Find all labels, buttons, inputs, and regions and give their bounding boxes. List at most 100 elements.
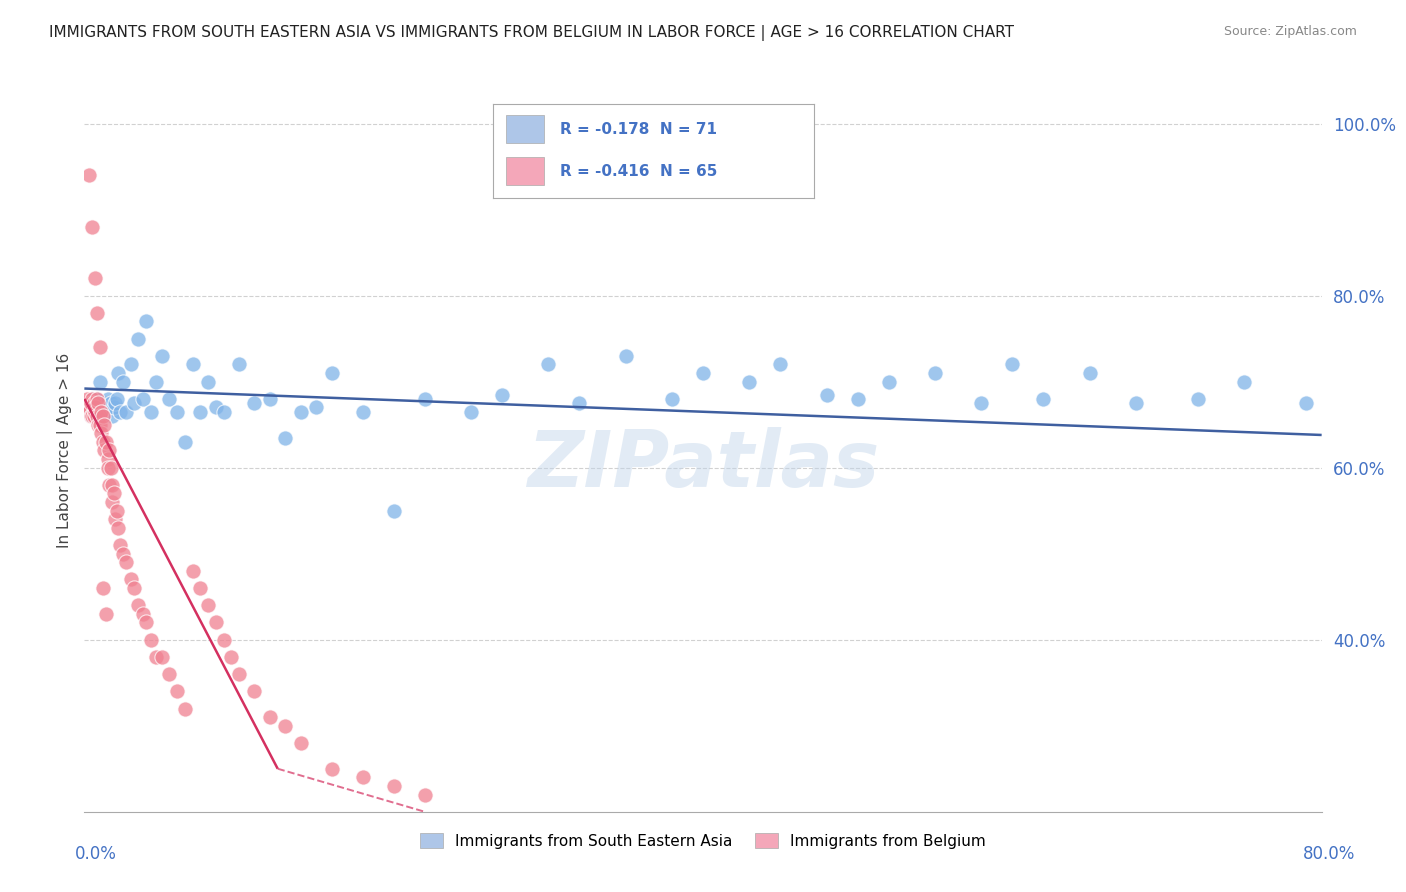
Point <box>82 219 104 234</box>
Point <box>93 396 115 410</box>
Point <box>101 495 124 509</box>
Point <box>274 719 297 733</box>
Point <box>96 392 118 406</box>
Point <box>108 405 131 419</box>
Point <box>89 417 111 432</box>
Point <box>188 405 211 419</box>
Point <box>924 366 946 380</box>
Point <box>91 401 114 415</box>
Point <box>228 358 250 372</box>
Point <box>413 788 436 802</box>
Point <box>96 452 118 467</box>
Point <box>93 417 115 432</box>
Point <box>98 401 121 415</box>
Point <box>86 392 108 406</box>
Point <box>112 375 135 389</box>
Point <box>79 409 101 423</box>
Point <box>79 409 101 423</box>
Point <box>1125 396 1147 410</box>
Point <box>89 375 111 389</box>
Point <box>352 770 374 784</box>
Point <box>166 684 188 698</box>
Point <box>94 405 117 419</box>
Point <box>188 581 211 595</box>
Point <box>91 581 114 595</box>
Point <box>104 396 127 410</box>
Point <box>460 405 482 419</box>
Point <box>108 538 131 552</box>
Point <box>145 375 167 389</box>
Point <box>115 555 138 569</box>
Point <box>382 779 405 793</box>
Point <box>91 409 114 423</box>
Point <box>197 375 219 389</box>
Point <box>82 409 104 423</box>
Point <box>127 332 149 346</box>
Point <box>181 564 204 578</box>
Point <box>491 387 513 401</box>
Point <box>219 649 242 664</box>
Point <box>243 396 266 410</box>
Point <box>84 405 107 419</box>
Point <box>228 667 250 681</box>
Point <box>83 405 105 419</box>
Point <box>413 392 436 406</box>
Point <box>1233 375 1256 389</box>
Point <box>321 762 343 776</box>
Point <box>77 405 100 419</box>
Point <box>77 401 100 415</box>
Point <box>84 396 107 410</box>
Point <box>84 401 107 415</box>
Point <box>738 375 761 389</box>
Point <box>970 396 993 410</box>
Point <box>614 349 637 363</box>
Point <box>87 396 110 410</box>
Point <box>150 649 173 664</box>
Point <box>274 431 297 445</box>
Point <box>174 701 197 715</box>
Point <box>104 512 127 526</box>
Point <box>103 486 125 500</box>
Point <box>259 710 281 724</box>
Point <box>90 426 112 441</box>
Text: 0.0%: 0.0% <box>75 845 117 863</box>
Point <box>305 401 328 415</box>
Point <box>661 392 683 406</box>
Legend: Immigrants from South Eastern Asia, Immigrants from Belgium: Immigrants from South Eastern Asia, Immi… <box>413 827 993 855</box>
Point <box>107 366 129 380</box>
Point <box>82 392 104 406</box>
Point <box>135 314 157 328</box>
Point <box>120 358 142 372</box>
Point <box>212 632 235 647</box>
Text: Source: ZipAtlas.com: Source: ZipAtlas.com <box>1223 25 1357 38</box>
Point <box>181 358 204 372</box>
Point <box>568 396 591 410</box>
Point <box>93 443 115 458</box>
Point <box>90 405 112 419</box>
Point <box>101 478 124 492</box>
Point <box>94 434 117 449</box>
Point <box>259 392 281 406</box>
Point <box>107 521 129 535</box>
Point <box>84 271 107 285</box>
Point <box>77 401 100 415</box>
Point <box>321 366 343 380</box>
Point <box>79 396 101 410</box>
Point <box>212 405 235 419</box>
Point <box>96 460 118 475</box>
Point <box>197 599 219 613</box>
Point <box>83 409 105 423</box>
Point <box>692 366 714 380</box>
Point <box>846 392 869 406</box>
Point <box>103 401 125 415</box>
Point <box>86 409 108 423</box>
Point <box>205 615 228 630</box>
Point <box>139 405 162 419</box>
Point <box>290 736 312 750</box>
Point <box>83 396 105 410</box>
Point <box>100 460 122 475</box>
Text: ZIPatlas: ZIPatlas <box>527 427 879 503</box>
Point <box>145 649 167 664</box>
Point <box>120 573 142 587</box>
Point <box>769 358 792 372</box>
